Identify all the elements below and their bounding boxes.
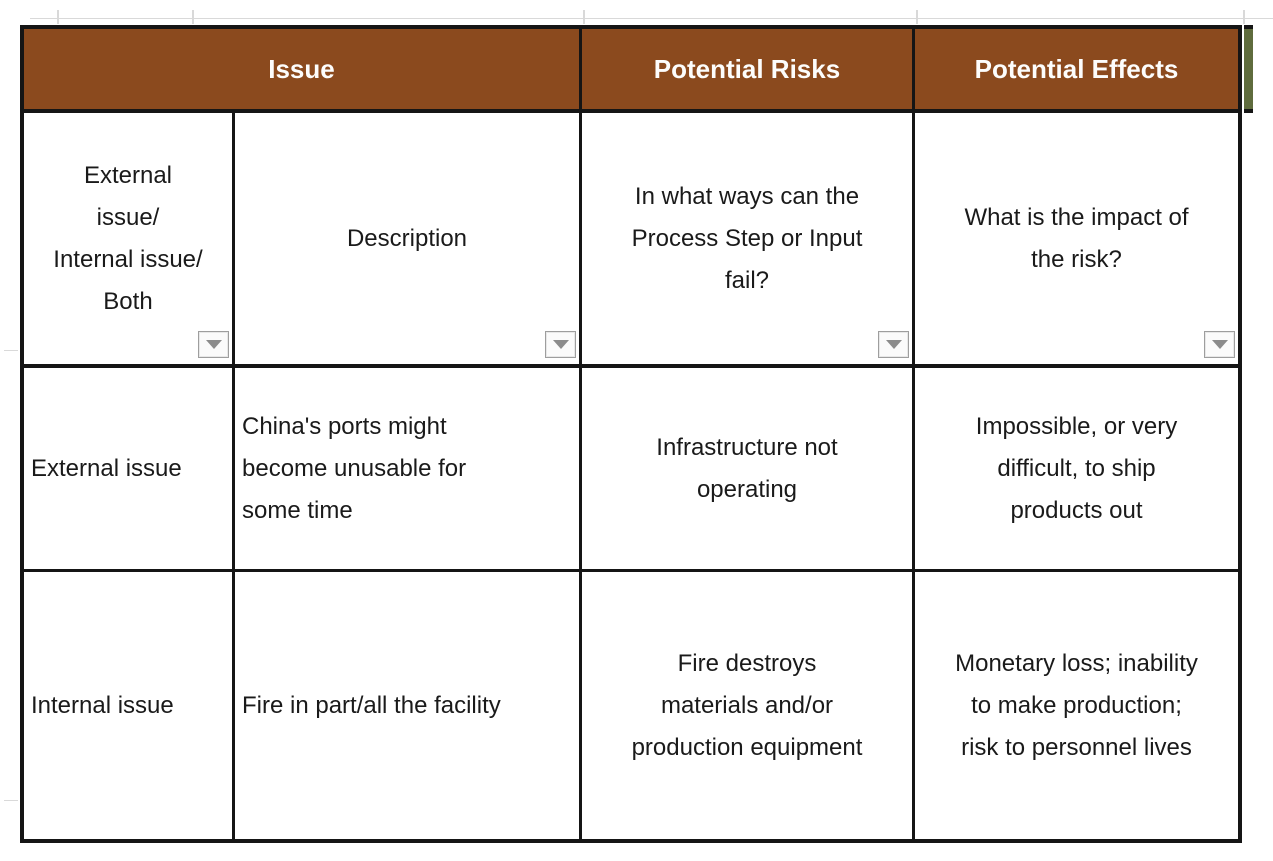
table-cell-description[interactable]: China's ports might become unusable for … [235,368,582,572]
cell-text: Internal issue [31,691,174,719]
cell-text: Infrastructure not operating [656,433,838,503]
gridline-tick [1243,10,1245,24]
next-column-header-sliver [1244,25,1253,113]
table-cell-description[interactable]: Fire in part/all the facility [235,572,582,839]
table-cell-issue-type[interactable]: External issue [24,368,235,572]
subheader-cell-description[interactable]: Description [235,113,582,368]
gridline-tick [916,10,918,24]
subheader-text-issue-type: External issue/ Internal issue/ Both [53,161,203,315]
subheader-cell-potential-risks[interactable]: In what ways can the Process Step or Inp… [582,113,915,368]
filter-dropdown-button-issue-type[interactable] [198,331,229,358]
gridline-artifact-left [4,800,18,801]
header-label-potential-effects: Potential Effects [974,54,1179,84]
header-cell-issue[interactable]: Issue [24,29,582,113]
header-label-issue: Issue [268,54,335,84]
gridline-artifact-top [30,18,1273,19]
subheader-text-description: Description [346,224,468,252]
filter-dropdown-icon [1211,340,1228,349]
table-cell-potential-effect[interactable]: Monetary loss; inability to make product… [915,572,1238,839]
header-cell-potential-effects[interactable]: Potential Effects [915,29,1238,113]
table-cell-issue-type[interactable]: Internal issue [24,572,235,839]
table-cell-potential-risk[interactable]: Fire destroys materials and/or productio… [582,572,915,839]
table-cell-potential-risk[interactable]: Infrastructure not operating [582,368,915,572]
gridline-tick [57,10,59,24]
cell-text: Fire destroys materials and/or productio… [631,649,863,761]
cell-text: Monetary loss; inability to make product… [955,649,1198,761]
cell-text: Impossible, or very difficult, to ship p… [975,412,1178,524]
table-cell-potential-effect[interactable]: Impossible, or very difficult, to ship p… [915,368,1238,572]
gridline-tick [192,10,194,24]
filter-dropdown-icon [552,340,569,349]
filter-dropdown-button-potential-effects[interactable] [1204,331,1235,358]
risk-assessment-table: Issue Potential Risks Potential Effects … [20,25,1242,843]
filter-dropdown-button-description[interactable] [545,331,576,358]
subheader-cell-issue-type[interactable]: External issue/ Internal issue/ Both [24,113,235,368]
header-label-potential-risks: Potential Risks [653,54,841,84]
cell-text: China's ports might become unusable for … [242,412,467,524]
cell-text: External issue [31,454,182,482]
gridline-tick [583,10,585,24]
subheader-text-potential-risks: In what ways can the Process Step or Inp… [631,182,863,294]
subheader-text-potential-effects: What is the impact of the risk? [964,203,1189,273]
filter-dropdown-icon [205,340,222,349]
gridline-artifact-left [4,350,18,351]
filter-dropdown-icon [885,340,902,349]
subheader-cell-potential-effects[interactable]: What is the impact of the risk? [915,113,1238,368]
header-cell-potential-risks[interactable]: Potential Risks [582,29,915,113]
cell-text: Fire in part/all the facility [242,691,501,719]
filter-dropdown-button-potential-risks[interactable] [878,331,909,358]
